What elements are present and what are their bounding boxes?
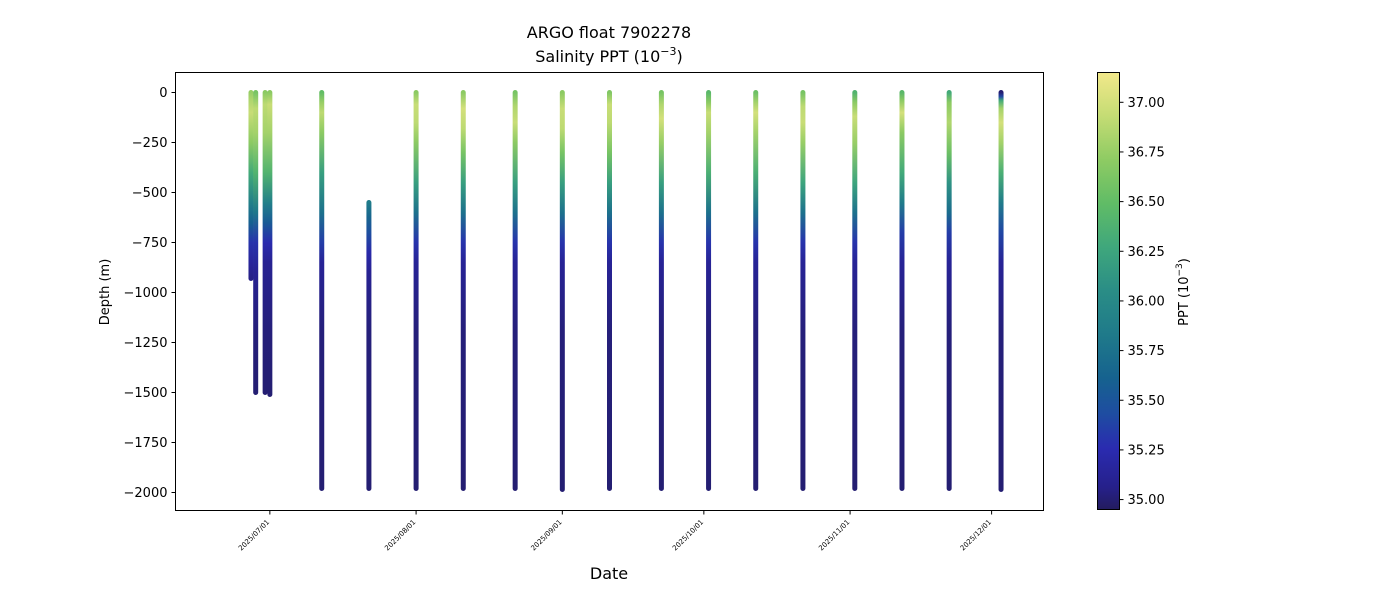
x-tick-label: 2025/10/01 xyxy=(671,518,705,552)
colorbar-label: PPT (10−3) xyxy=(1175,258,1192,326)
colorbar-tick-label: 36.25 xyxy=(1128,245,1165,260)
y-tick-label: −1250 xyxy=(124,336,168,351)
x-tick-label: 2025/09/01 xyxy=(530,518,564,552)
colorbar-tick-label: 36.50 xyxy=(1128,195,1165,210)
x-tick-label: 2025/11/01 xyxy=(817,518,851,552)
y-tick-label: −2000 xyxy=(124,486,168,501)
y-tick-label: −1500 xyxy=(124,386,168,401)
colorbar xyxy=(1097,72,1120,510)
x-tick-label: 2025/07/01 xyxy=(237,518,271,552)
colorbar-tick-label: 37.00 xyxy=(1128,96,1165,111)
profile-series xyxy=(248,90,1004,492)
plot-area-frame xyxy=(175,72,1044,511)
x-axis: 2025/07/01 2025/08/01 2025/09/01 2025/10/01… xyxy=(237,510,993,552)
y-tick-label: −250 xyxy=(132,136,168,151)
y-axis: 0 −250 −500 −750 −1000 −1250 −1500 −1750 −2000 xyxy=(124,86,176,501)
y-tick-label: −1000 xyxy=(124,286,168,301)
colorbar-tick-label: 35.75 xyxy=(1128,344,1165,359)
x-axis-label: Date xyxy=(590,564,628,583)
chart-title: ARGO float 7902278 xyxy=(527,23,691,42)
colorbar-tick-label: 36.00 xyxy=(1128,294,1165,309)
x-tick-label: 2025/12/01 xyxy=(959,518,993,552)
y-axis-label: Depth (m) xyxy=(98,259,113,326)
y-tick-label: −750 xyxy=(132,236,168,251)
y-tick-label: −1750 xyxy=(124,436,168,451)
colorbar-axis: 35.00 35.25 35.50 35.75 36.00 36.25 36.50 36.75… xyxy=(1119,96,1165,508)
x-tick-label: 2025/08/01 xyxy=(383,518,417,552)
colorbar-tick-label: 36.75 xyxy=(1128,145,1165,160)
colorbar-tick-label: 35.50 xyxy=(1128,394,1165,409)
chart-subtitle: Salinity PPT (10−3) xyxy=(535,45,683,66)
colorbar-tick-label: 35.00 xyxy=(1128,493,1165,508)
colorbar-tick-label: 35.25 xyxy=(1128,443,1165,458)
y-tick-label: 0 xyxy=(159,86,167,101)
y-tick-label: −500 xyxy=(132,186,168,201)
